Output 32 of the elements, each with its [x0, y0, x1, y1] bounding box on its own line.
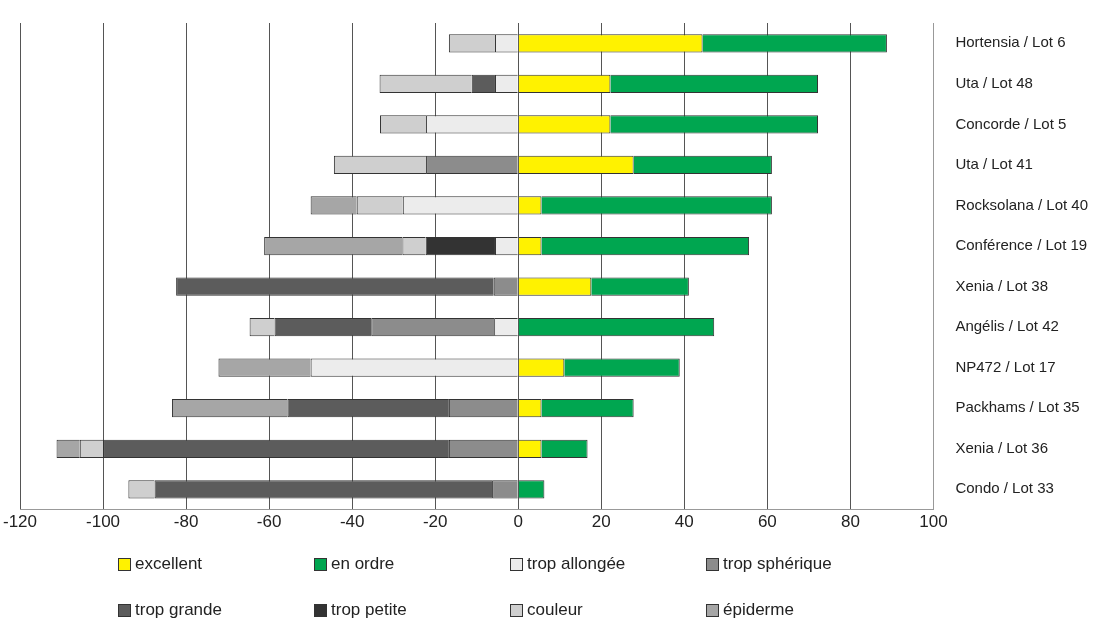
x-tick-label: 60	[757, 512, 777, 532]
y-tick-label: Concorde / Lot 5	[955, 114, 1067, 132]
x-tick-label: 0	[513, 512, 523, 532]
x-tick-label: -100	[86, 512, 121, 532]
y-tick-label: Hortensia / Lot 6	[955, 33, 1066, 51]
x-tick-label: 40	[674, 512, 694, 532]
y-tick-label: Condo / Lot 33	[955, 479, 1054, 497]
legend-label: trop sphérique	[723, 554, 832, 574]
legend-label: trop petite	[331, 600, 407, 620]
x-tick-label: -80	[173, 512, 199, 532]
x-tick-label: 80	[840, 512, 860, 532]
legend-label: trop allongée	[527, 554, 626, 574]
legend-label: en ordre	[331, 554, 395, 574]
x-tick-label: -20	[422, 512, 448, 532]
x-tick-label: -60	[256, 512, 282, 532]
y-tick-label: Uta / Lot 48	[955, 73, 1033, 91]
x-tick-label: -40	[339, 512, 365, 532]
legend-label: excellent	[135, 554, 203, 574]
y-tick-label: Xenia / Lot 38	[955, 276, 1048, 294]
y-tick-label: Angélis / Lot 42	[955, 317, 1059, 335]
legend-label: couleur	[527, 600, 583, 620]
y-tick-label: NP472 / Lot 17	[955, 357, 1056, 375]
x-tick-label: 100	[919, 512, 948, 532]
legend-label: trop grande	[135, 600, 222, 620]
x-tick-label: 20	[591, 512, 611, 532]
y-tick-label: Packhams / Lot 35	[955, 398, 1080, 416]
y-tick-label: Uta / Lot 41	[955, 155, 1033, 173]
y-tick-label: Conférence / Lot 19	[955, 236, 1088, 254]
y-tick-label: Rocksolana / Lot 40	[955, 195, 1089, 213]
legend-label: épiderme	[723, 600, 794, 620]
y-tick-label: Xenia / Lot 36	[955, 438, 1048, 456]
x-tick-label: -120	[3, 512, 38, 532]
